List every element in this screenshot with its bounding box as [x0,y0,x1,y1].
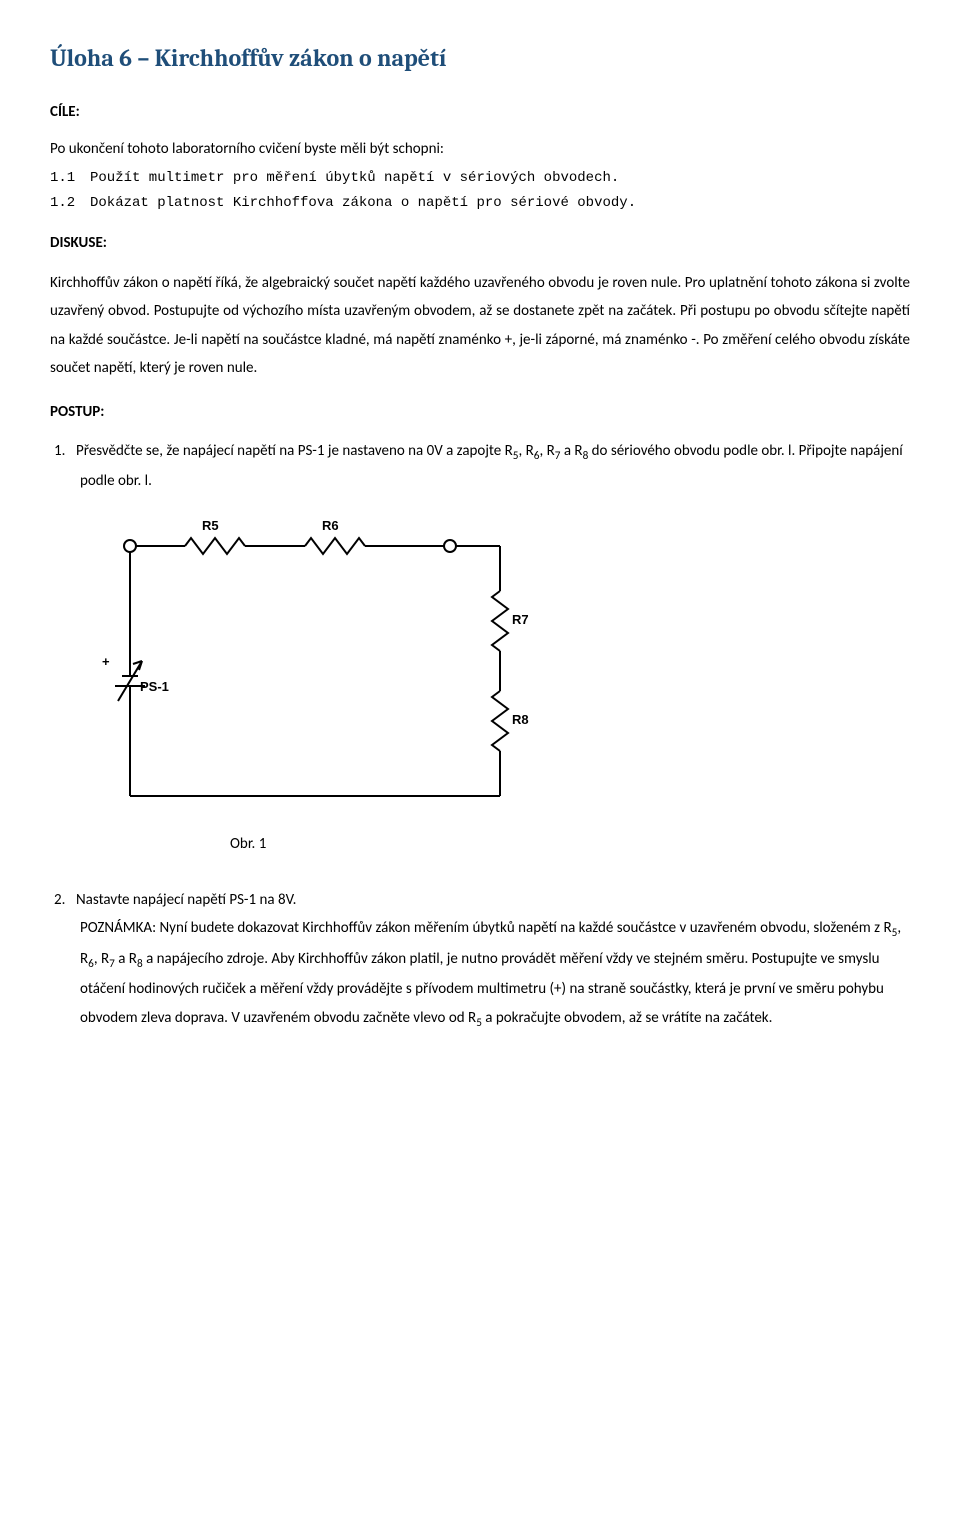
postup-heading: POSTUP: [50,401,910,424]
circuit-diagram: R5 R6 R7 R8 PS-1 + [90,516,910,824]
step-text: Přesvědčte se, že napájecí napětí na PS-… [76,442,513,460]
list-item: 1.1Použít multimetr pro měření úbytků na… [50,168,910,189]
svg-text:PS-1: PS-1 [140,679,169,694]
diskuse-body: Kirchhoffův zákon o napětí říká, že alge… [50,269,910,383]
item-number: 1.2 [50,193,90,214]
step-note-end: a pokračujte obvodem, až se vrátíte na z… [482,1009,773,1027]
postup-step-2: 2.Nastavte napájecí napětí PS-1 na 8V. P… [80,886,910,1034]
cile-heading: CÍLE: [50,101,910,124]
diskuse-heading: DISKUSE: [50,232,910,255]
svg-text:+: + [102,654,110,669]
figure-caption: Obr. 1 [230,833,910,856]
svg-text:R6: R6 [322,518,339,533]
list-item: 1.2Dokázat platnost Kirchhoffova zákona … [50,193,910,214]
item-text: Použít multimetr pro měření úbytků napět… [90,170,619,186]
page-title: Úloha 6 – Kirchhoffův zákon o napětí [50,40,910,76]
item-number: 1.1 [50,168,90,189]
circuit-svg: R5 R6 R7 R8 PS-1 + [90,516,530,816]
step-note: POZNÁMKA: Nyní budete dokazovat Kirchhof… [80,919,892,937]
item-text: Dokázat platnost Kirchhoffova zákona o n… [90,195,636,211]
step-line1: Nastavte napájecí napětí PS-1 na 8V. [76,891,296,909]
svg-text:R5: R5 [202,518,219,533]
svg-text:R8: R8 [512,712,529,727]
svg-text:R7: R7 [512,612,529,627]
postup-step-1: 1.Přesvědčte se, že napájecí napětí na P… [80,437,910,496]
step-number: 1. [54,437,76,466]
step-number: 2. [54,886,76,915]
cile-intro: Po ukončení tohoto laboratorního cvičení… [50,138,910,161]
